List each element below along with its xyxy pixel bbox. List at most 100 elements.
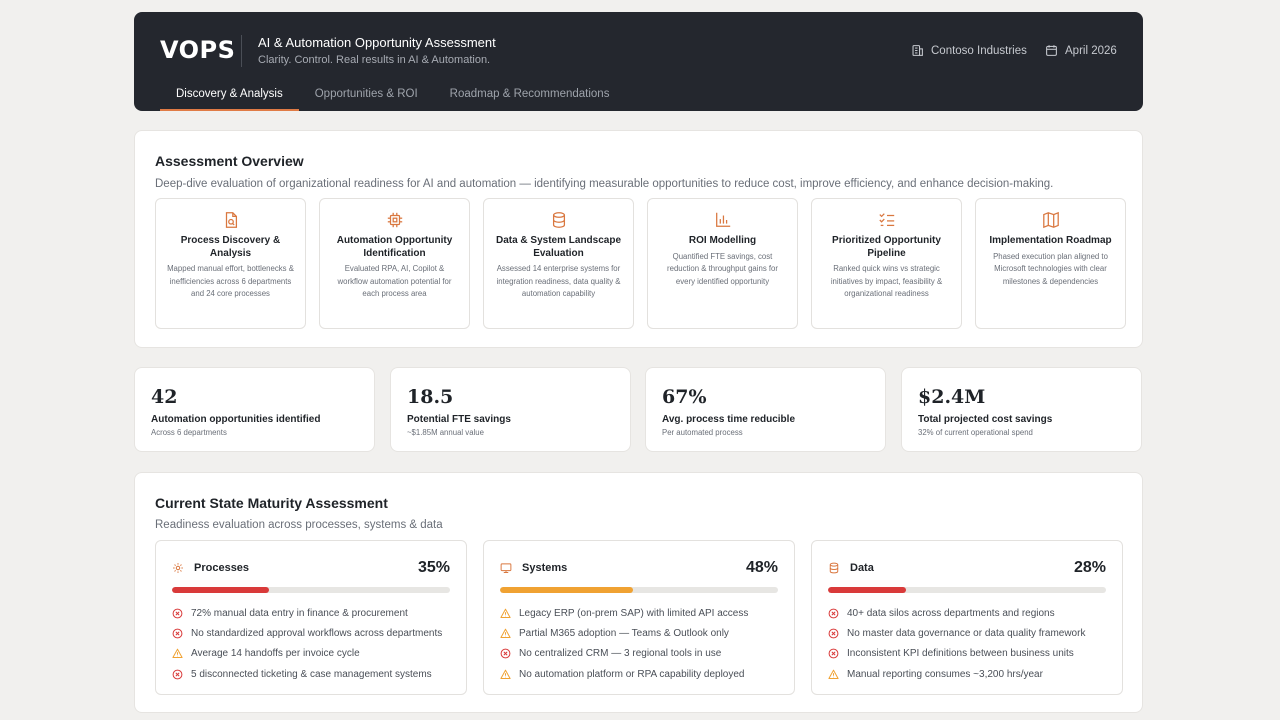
error-circle-icon [172, 608, 183, 619]
assessment-overview-card: Assessment Overview Deep-dive evaluation… [134, 130, 1143, 348]
feature-title: ROI Modelling [688, 235, 757, 246]
date-info: April 2026 [1045, 44, 1117, 57]
maturity-card-systems: Systems 48% Legacy ERP (on-prem SAP) wit… [483, 540, 795, 695]
tab-roadmap-recommendations[interactable]: Roadmap & Recommendations [449, 88, 610, 100]
maturity-card-list: Processes 35% 72% manual data entry in f… [155, 540, 1123, 695]
feature-description: Mapped manual effort, bottlenecks & inef… [167, 264, 294, 298]
kpi-label: Potential FTE savings [407, 414, 511, 425]
maturity-percent: 35% [417, 559, 450, 576]
bar-chart-icon [715, 212, 730, 227]
database-icon [552, 212, 565, 228]
feature-title: Process Discovery & Analysis [180, 235, 281, 259]
feature-description: Assessed 14 enterprise systems for integ… [496, 264, 621, 298]
feature-list: Process Discovery & Analysis Mapped manu… [155, 198, 1126, 329]
finding-item: 40+ data silos across departments and re… [828, 603, 1106, 623]
feature-card: ROI Modelling Quantified FTE savings, co… [647, 198, 798, 329]
feature-title: Implementation Roadmap [989, 235, 1112, 246]
maturity-name: Processes [194, 562, 250, 574]
kpi-card-opportunities: 42 Automation opportunities identified A… [134, 367, 375, 452]
assessment-date: April 2026 [1065, 44, 1117, 57]
error-circle-icon [828, 648, 839, 659]
calendar-icon [1046, 45, 1057, 56]
feature-title: Data & System Landscape Evaluation [495, 235, 622, 259]
kpi-value: 42 [151, 386, 178, 408]
cpu-chip-icon [387, 212, 402, 228]
feature-title: Automation Opportunity Identification [336, 235, 453, 259]
overview-description: Deep-dive evaluation of organizational r… [155, 178, 1054, 190]
kpi-subtext: 32% of current operational spend [918, 428, 1033, 437]
maturity-progress-bar [172, 587, 450, 593]
finding-item: No master data governance or data qualit… [828, 623, 1106, 643]
tab-discovery-analysis[interactable]: Discovery & Analysis [160, 84, 299, 111]
feature-description: Quantified FTE savings, cost reduction &… [667, 251, 778, 286]
finding-item: Average 14 handoffs per invoice cycle [172, 644, 450, 664]
feature-title: Prioritized Opportunity Pipeline [832, 235, 941, 259]
kpi-subtext: ~$1.85M annual value [407, 428, 484, 437]
maturity-name: Systems [522, 562, 568, 574]
feature-card: Automation Opportunity Identification Ev… [319, 198, 470, 329]
app-header: VOPS AI & Automation Opportunity Assessm… [134, 12, 1143, 111]
tab-opportunities-roi[interactable]: Opportunities & ROI [314, 88, 418, 100]
finding-item: No centralized CRM — 3 regional tools in… [500, 644, 778, 664]
maturity-name: Data [850, 562, 874, 574]
kpi-value: 67% [662, 386, 707, 408]
app-title: AI & Automation Opportunity Assessment [258, 35, 496, 50]
warning-triangle-icon [500, 628, 511, 638]
finding-item: 72% manual data entry in finance & procu… [172, 603, 450, 623]
maturity-subtitle: Readiness evaluation across processes, s… [155, 519, 443, 531]
database-icon [829, 562, 839, 574]
feature-description: Ranked quick wins vs strategic initiativ… [830, 264, 943, 298]
overview-title: Assessment Overview [155, 153, 304, 169]
kpi-label: Automation opportunities identified [151, 414, 321, 425]
company-name: Contoso Industries [931, 44, 1027, 57]
kpi-card-process-time: 67% Avg. process time reducible Per auto… [645, 367, 886, 452]
company-info: Contoso Industries [911, 44, 1027, 57]
warning-triangle-icon [500, 669, 511, 679]
maturity-title: Current State Maturity Assessment [155, 495, 388, 511]
warning-triangle-icon [500, 608, 511, 618]
feature-card: Process Discovery & Analysis Mapped manu… [155, 198, 306, 329]
checklist-icon [878, 213, 894, 227]
warning-triangle-icon [828, 669, 839, 679]
finding-item: Legacy ERP (on-prem SAP) with limited AP… [500, 603, 778, 623]
kpi-subtext: Per automated process [662, 428, 743, 437]
maturity-card-processes: Processes 35% 72% manual data entry in f… [155, 540, 467, 695]
maturity-progress-fill [172, 587, 270, 593]
kpi-card-fte-savings: 18.5 Potential FTE savings ~$1.85M annua… [390, 367, 631, 452]
maturity-assessment-card: Current State Maturity Assessment Readin… [134, 472, 1143, 713]
file-search-icon [225, 212, 237, 228]
feature-card: Implementation Roadmap Phased execution … [975, 198, 1126, 329]
maturity-progress-fill [500, 587, 634, 593]
error-circle-icon [500, 648, 511, 659]
logo: VOPS [160, 36, 236, 64]
building-icon [912, 45, 923, 56]
maturity-progress-bar [500, 587, 778, 593]
finding-item: Inconsistent KPI definitions between bus… [828, 644, 1106, 664]
maturity-card-data: Data 28% 40+ data silos across departmen… [811, 540, 1123, 695]
kpi-card-cost-savings: $2.4M Total projected cost savings 32% o… [901, 367, 1142, 452]
maturity-percent: 48% [745, 559, 778, 576]
feature-card: Prioritized Opportunity Pipeline Ranked … [811, 198, 962, 329]
error-circle-icon [828, 608, 839, 619]
maturity-findings: 72% manual data entry in finance & procu… [172, 603, 450, 684]
kpi-label: Total projected cost savings [918, 414, 1053, 425]
finding-item: Partial M365 adoption — Teams & Outlook … [500, 623, 778, 643]
maturity-progress-bar [828, 587, 1106, 593]
kpi-label: Avg. process time reducible [662, 414, 796, 425]
warning-triangle-icon [172, 648, 183, 659]
kpi-value: 18.5 [407, 386, 454, 408]
monitor-icon [500, 563, 512, 573]
maturity-findings: Legacy ERP (on-prem SAP) with limited AP… [500, 603, 778, 684]
finding-item: Manual reporting consumes ~3,200 hrs/yea… [828, 664, 1106, 684]
maturity-percent: 28% [1073, 559, 1106, 576]
kpi-subtext: Across 6 departments [151, 428, 227, 437]
logo-divider [241, 35, 242, 67]
feature-description: Evaluated RPA, AI, Copilot & workflow au… [337, 264, 452, 298]
tab-bar: Discovery & Analysis Opportunities & ROI… [160, 84, 625, 111]
error-circle-icon [172, 669, 183, 679]
feature-description: Phased execution plan aligned to Microso… [993, 251, 1108, 286]
map-icon [1042, 211, 1059, 229]
finding-item: No automation platform or RPA capability… [500, 664, 778, 684]
maturity-findings: 40+ data silos across departments and re… [828, 603, 1106, 684]
gear-icon [173, 563, 183, 573]
